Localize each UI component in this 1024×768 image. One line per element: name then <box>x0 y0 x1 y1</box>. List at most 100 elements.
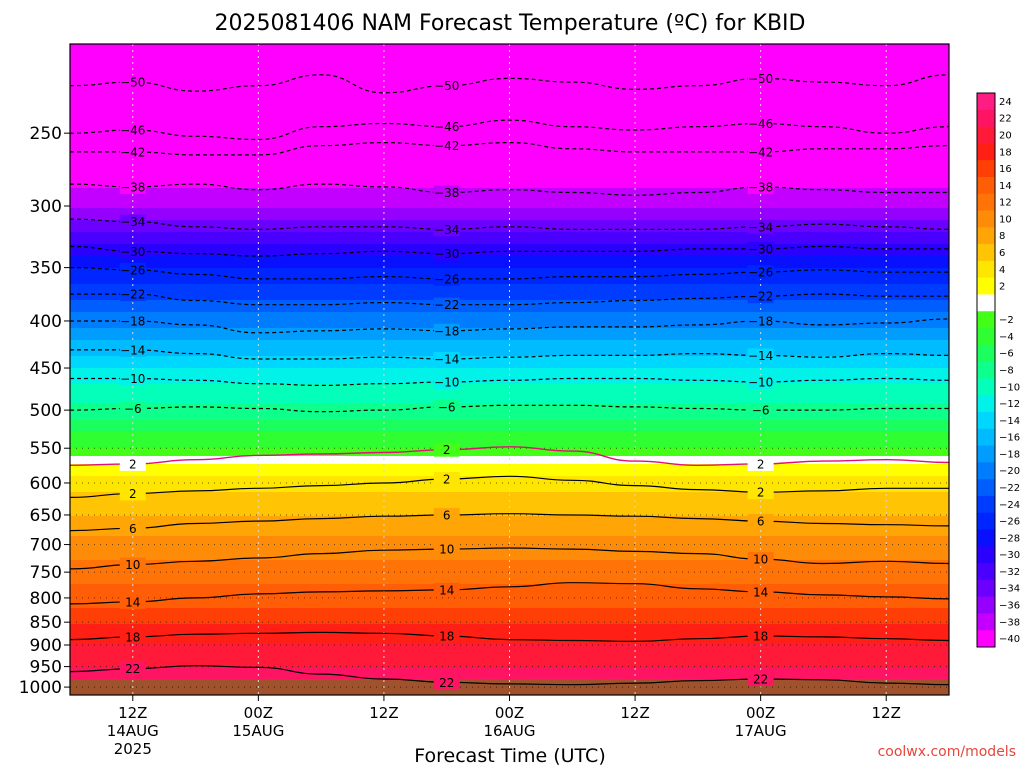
temperature-band <box>70 124 949 129</box>
temperature-band <box>70 232 949 237</box>
contour-label: −46 <box>120 123 145 137</box>
contour-label: 10 <box>125 558 140 572</box>
colorbar-label: 18 <box>999 147 1012 158</box>
temperature-band <box>70 436 949 441</box>
y-tick-label: 250 <box>30 124 62 144</box>
temperature-band <box>70 128 949 133</box>
contour-label-bg <box>747 71 774 86</box>
temperature-band <box>70 640 949 645</box>
colorbar-swatch <box>977 596 995 614</box>
colorbar-label: 14 <box>999 181 1012 192</box>
temperature-band <box>70 628 949 633</box>
colorbar-swatch <box>977 93 995 111</box>
contour-line <box>70 141 949 156</box>
temperature-band <box>70 476 949 481</box>
temperature-band <box>70 284 949 289</box>
colorbar-label: −34 <box>999 584 1020 595</box>
contour-label: 2 <box>443 472 451 486</box>
colorbar-swatch <box>977 361 995 379</box>
contour-label: 6 <box>443 508 451 522</box>
y-tick-label: 650 <box>30 506 62 526</box>
contour-line <box>70 119 949 141</box>
colorbar-label: 4 <box>999 265 1005 276</box>
contour-label: −46 <box>748 117 773 131</box>
colorbar-label: 2 <box>999 282 1005 293</box>
contour-label: 22 <box>439 676 454 690</box>
contour-label: −30 <box>120 245 145 259</box>
colorbar-frame <box>976 92 996 648</box>
temperature-band <box>70 176 949 181</box>
contour-label: −18 <box>434 324 459 338</box>
temperature-band <box>70 116 949 121</box>
contour-line <box>70 293 949 306</box>
colorbar-label: −2 <box>999 315 1014 326</box>
contour-label: −18 <box>748 314 773 328</box>
contour-label-bg <box>433 374 460 389</box>
temperature-band <box>70 88 949 93</box>
y-tick-label: 900 <box>30 636 62 656</box>
colorbar-swatch <box>977 563 995 581</box>
temperature-band <box>70 352 949 357</box>
contour-label-bg <box>433 222 460 237</box>
colorbar-swatch <box>977 160 995 178</box>
temperature-band <box>70 172 949 177</box>
contour-label-bg <box>433 507 460 522</box>
contour-label: −34 <box>434 223 459 237</box>
contour-label: −10 <box>748 375 773 389</box>
contour-label-bg <box>747 584 774 599</box>
temperature-band <box>70 140 949 145</box>
colorbar-label: 6 <box>999 248 1005 259</box>
contour-label-bg <box>119 244 146 259</box>
temperature-band <box>70 664 949 669</box>
temperature-band <box>70 220 949 225</box>
temperature-band <box>70 388 949 393</box>
temperature-band <box>70 652 949 657</box>
contour-label: −38 <box>434 186 459 200</box>
contour-label: −50 <box>434 79 459 93</box>
colorbar-label: −28 <box>999 533 1020 544</box>
y-tick-label: 600 <box>30 474 62 494</box>
temperature-band <box>70 268 949 273</box>
colorbar-label: −8 <box>999 366 1014 377</box>
contour-label-bg <box>747 403 774 418</box>
contour-label-bg <box>433 542 460 557</box>
colorbar-label: 10 <box>999 214 1012 225</box>
colorbar-swatch <box>977 344 995 363</box>
colorbar-legend: 24 22 20 18 16 14 12 10 8 6 4 2 −2 −4 −6 −8 −10 −12 −14 −16… <box>976 92 1020 648</box>
colorbar-swatch <box>977 579 995 598</box>
y-tick-label: 300 <box>30 197 62 217</box>
contour-label: −42 <box>434 139 459 153</box>
colorbar-swatch <box>977 630 995 648</box>
contour-label-bg <box>119 262 146 277</box>
temperature-band <box>70 292 949 297</box>
contour-line <box>70 513 949 532</box>
y-tick-label: 950 <box>30 658 62 678</box>
contour-label-bg <box>433 271 460 286</box>
colorbar-swatch <box>977 445 995 463</box>
contour-label-bg <box>119 144 146 159</box>
contour-line <box>70 547 949 570</box>
temperature-band <box>70 244 949 249</box>
temperature-band <box>70 484 949 489</box>
colorbar-label: −24 <box>999 500 1020 511</box>
temperature-band <box>70 464 949 469</box>
y-tick-label: 500 <box>30 401 62 421</box>
colorbar-swatch <box>977 126 995 144</box>
temperature-band <box>70 424 949 429</box>
temperature-band <box>70 212 949 217</box>
temperature-band <box>70 184 949 189</box>
contour-label: 10 <box>753 553 768 567</box>
x-tick-label: 00Z <box>495 704 524 722</box>
contour-label: −38 <box>748 180 773 194</box>
x-tick-label: 15AUG <box>232 722 284 740</box>
x-axis-title: Forecast Time (UTC) <box>414 745 605 767</box>
contour-label: 2 <box>129 487 137 501</box>
colorbar-swatch <box>977 411 995 430</box>
colorbar-label: 20 <box>999 130 1012 141</box>
contour-label-bg <box>433 138 460 153</box>
contour-label: −6 <box>752 404 770 418</box>
y-tick-label: 550 <box>30 439 62 459</box>
y-tick-label: 700 <box>30 536 62 556</box>
colorbar-swatch <box>977 378 995 396</box>
contour-label-bg <box>747 265 774 280</box>
